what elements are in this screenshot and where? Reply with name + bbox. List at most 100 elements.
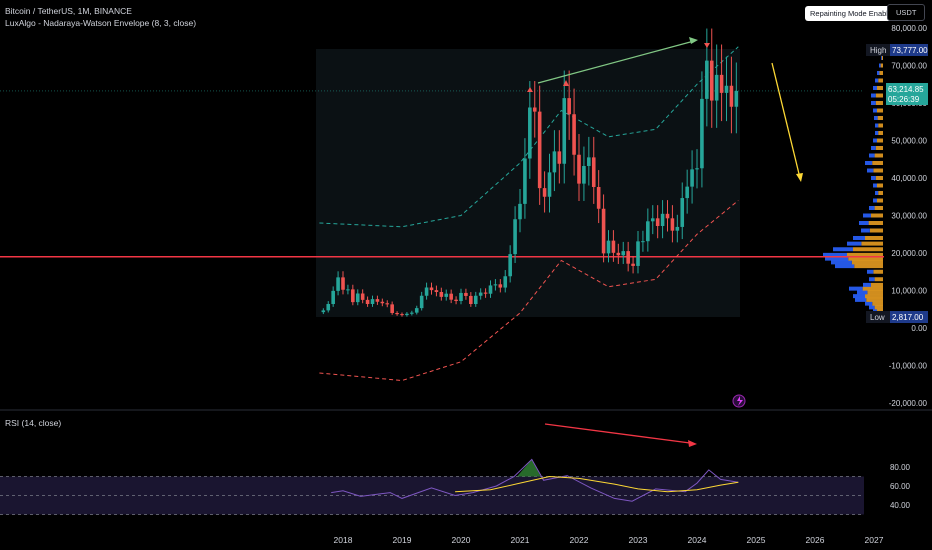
candle-body <box>587 157 591 166</box>
candle-body <box>469 295 473 304</box>
low-tag-value: 2,817.00 <box>892 313 924 322</box>
volume-bar-blue <box>875 78 879 83</box>
volume-bar-blue <box>847 241 862 246</box>
candles <box>321 28 739 317</box>
repainting-mode-button[interactable]: Repainting Mode Enabled <box>805 6 902 21</box>
volume-bar-orange <box>878 78 883 83</box>
rsi-divergence-arrow <box>544 423 691 444</box>
candle-body <box>503 276 508 288</box>
volume-bar-orange <box>879 71 883 75</box>
candle-body <box>336 277 340 291</box>
candle-body <box>395 313 399 315</box>
volume-bar-orange <box>865 294 883 299</box>
time-axis-label: 2021 <box>511 535 530 545</box>
candle-body <box>518 203 522 220</box>
price-axis-label: 0.00 <box>911 324 927 333</box>
time-axis-label: 2020 <box>452 535 471 545</box>
volume-bar-blue <box>859 221 869 225</box>
time-axis-label: 2025 <box>747 535 766 545</box>
candle-body <box>552 151 557 173</box>
candle-countdown: 05:26:39 <box>888 95 920 104</box>
low-tag-label-bg <box>866 311 890 323</box>
time-axis-label: 2019 <box>393 535 412 545</box>
candle-body <box>734 90 739 107</box>
indicator-title[interactable]: LuxAlgo - Nadaraya-Watson Envelope (8, 3… <box>5 18 197 28</box>
volume-bar-blue <box>881 56 882 60</box>
volume-bar-blue <box>873 138 877 143</box>
candle-body <box>346 289 350 291</box>
price-axis-label: 20,000.00 <box>891 249 927 258</box>
candle-body <box>577 154 581 184</box>
rsi-title[interactable]: RSI (14, close) <box>5 418 62 428</box>
candle-body <box>473 295 478 304</box>
volume-bar-orange <box>848 256 883 261</box>
high-tag-label: High <box>870 46 886 55</box>
volume-bar-orange <box>867 290 883 295</box>
price-axis-label: 50,000.00 <box>891 137 927 146</box>
volume-bar-orange <box>866 297 883 302</box>
candle-body <box>729 85 734 107</box>
candle-body <box>434 290 439 292</box>
time-axis-label: 2022 <box>570 535 589 545</box>
candle-body <box>488 285 493 294</box>
time-axis-label: 2027 <box>865 535 884 545</box>
volume-bar-orange <box>877 198 883 203</box>
candle-body <box>360 293 365 300</box>
candle-body <box>690 169 694 187</box>
candle-body <box>670 218 675 231</box>
volume-bar-blue <box>875 191 879 195</box>
candle-body <box>405 313 409 316</box>
current-price-value: 63,214.85 <box>888 85 924 94</box>
candle-body <box>675 226 680 231</box>
volume-bar-blue <box>869 277 875 282</box>
candle-body <box>596 187 601 209</box>
candle-body <box>331 290 335 304</box>
candle-body <box>591 157 596 187</box>
volume-bar-orange <box>865 236 883 240</box>
envelope-upper-band <box>319 46 739 228</box>
volume-bar-blue <box>823 252 847 257</box>
currency-button[interactable]: USDT <box>887 4 926 21</box>
candle-body <box>449 293 453 300</box>
volume-bar-blue <box>853 294 865 299</box>
price-axis-label: -10,000.00 <box>889 362 928 371</box>
candle-body <box>493 284 498 286</box>
volume-bar-orange <box>871 213 883 218</box>
candle-body <box>562 98 567 164</box>
volume-bar-blue <box>873 198 877 203</box>
volume-bar-orange <box>851 260 883 265</box>
candle-body <box>705 60 709 99</box>
volume-bar-orange <box>875 93 883 98</box>
lightning-bolt <box>737 396 743 406</box>
candle-body <box>385 303 390 305</box>
volume-bar-blue <box>855 297 867 302</box>
volume-bar-blue <box>835 264 855 269</box>
top-marker <box>527 87 533 92</box>
volume-bar-blue <box>857 290 868 295</box>
candle-body <box>375 299 380 302</box>
volume-bar-orange <box>874 153 883 158</box>
volume-bar-blue <box>869 305 875 310</box>
volume-bar-orange <box>878 123 883 128</box>
volume-bar-blue <box>875 131 879 135</box>
candle-body <box>370 299 375 304</box>
volume-bar-orange <box>847 252 883 257</box>
candle-body <box>419 295 424 309</box>
volume-bar-orange <box>872 161 883 165</box>
candle-body <box>660 213 665 226</box>
candle-body <box>582 166 586 184</box>
candle-body <box>606 240 611 254</box>
candle-body <box>719 74 724 93</box>
volume-bar-blue <box>825 256 849 261</box>
volume-bar-blue <box>873 108 877 113</box>
candle-body <box>464 292 468 296</box>
candle-body <box>424 287 429 296</box>
price-axis-label: 40,000.00 <box>891 174 927 183</box>
candle-body <box>695 168 699 170</box>
candle-body <box>621 251 626 256</box>
volume-bar-blue <box>873 183 877 188</box>
candle-body <box>636 241 640 266</box>
rsi-axis-label: 40.00 <box>890 501 911 510</box>
